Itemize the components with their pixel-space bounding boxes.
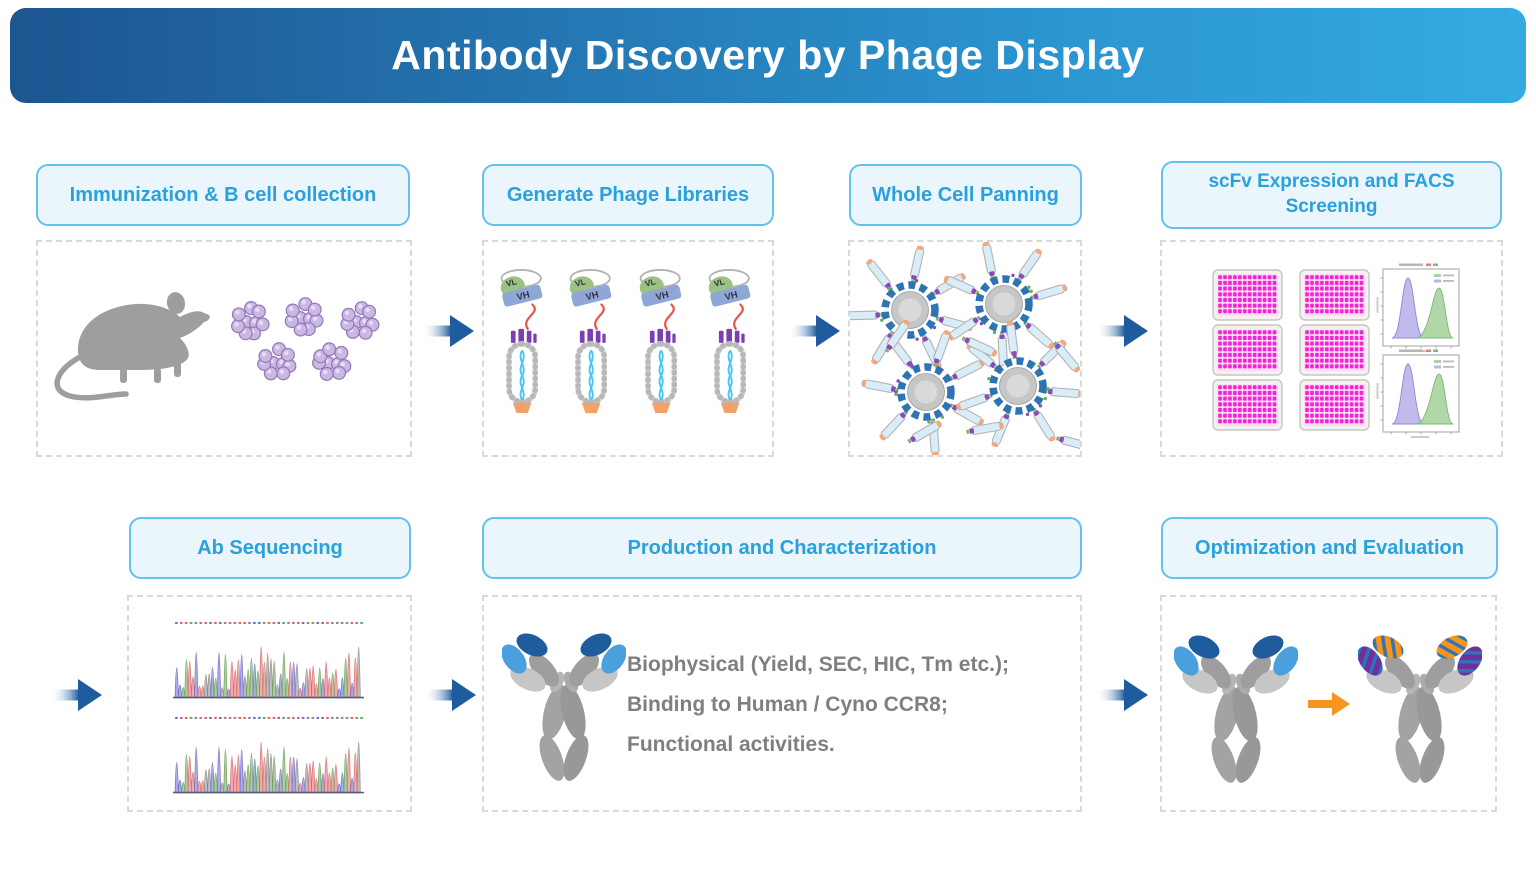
production-notes: Biophysical (Yield, SEC, HIC, Tm etc.); …	[627, 645, 1009, 765]
page-title: Antibody Discovery by Phage Display	[391, 32, 1145, 78]
title-banner: Antibody Discovery by Phage Display	[10, 8, 1526, 103]
step-label-panning: Whole Cell Panning	[849, 164, 1082, 226]
flow-arrow-icon	[424, 679, 476, 711]
production-note-line: Biophysical (Yield, SEC, HIC, Tm etc.);	[627, 653, 1009, 676]
svg-text:VL: VL	[713, 276, 726, 288]
svg-text:VH: VH	[516, 289, 531, 302]
chromatogram-illustration	[173, 716, 364, 794]
canvas-phage-libraries: VL VH VL VH VL VH VL VH	[482, 240, 774, 457]
antibody-illustration	[502, 633, 626, 781]
step-label-ab-sequencing: Ab Sequencing	[129, 517, 411, 579]
svg-text:VL: VL	[574, 276, 587, 288]
canvas-whole-cell-panning	[845, 240, 1094, 457]
orange-arrow-icon	[1308, 692, 1350, 716]
svg-text:VH: VH	[723, 289, 738, 302]
optimized-antibody-illustration	[1358, 635, 1482, 783]
svg-text:VL: VL	[643, 276, 656, 288]
production-note-line: Functional activities.	[627, 733, 835, 756]
flow-arrow-icon	[1096, 679, 1148, 711]
canvas-production: Biophysical (Yield, SEC, HIC, Tm etc.); …	[482, 595, 1082, 812]
production-note-line: Binding to Human / Cyno CCR8;	[627, 693, 948, 716]
microplates-and-facs-illustration	[1212, 263, 1460, 438]
canvas-ab-sequencing	[127, 595, 412, 812]
chromatogram-illustration	[173, 621, 364, 699]
antibody-illustration	[1174, 635, 1298, 783]
cell-panning-illustration	[845, 241, 1094, 457]
flow-arrow-icon	[1096, 315, 1148, 347]
svg-text:VH: VH	[654, 289, 669, 302]
step-label-optimization: Optimization and Evaluation	[1161, 517, 1498, 579]
step-label-scfv-facs: scFv Expression and FACS Screening	[1161, 161, 1502, 229]
canvas-optimization	[1160, 595, 1497, 812]
flow-arrow-icon	[50, 679, 102, 711]
canvas-immunization	[36, 240, 412, 457]
step-label-production: Production and Characterization	[482, 517, 1082, 579]
svg-text:VL: VL	[505, 276, 518, 288]
step-label-phage-libraries: Generate Phage Libraries	[482, 164, 774, 226]
flow-arrow-icon	[788, 315, 840, 347]
canvas-scfv-facs	[1160, 240, 1503, 457]
step-label-immunization: Immunization & B cell collection	[36, 164, 410, 226]
mouse-and-bcells-illustration	[54, 292, 380, 401]
flow-arrow-icon	[422, 315, 474, 347]
svg-text:VH: VH	[585, 289, 600, 302]
